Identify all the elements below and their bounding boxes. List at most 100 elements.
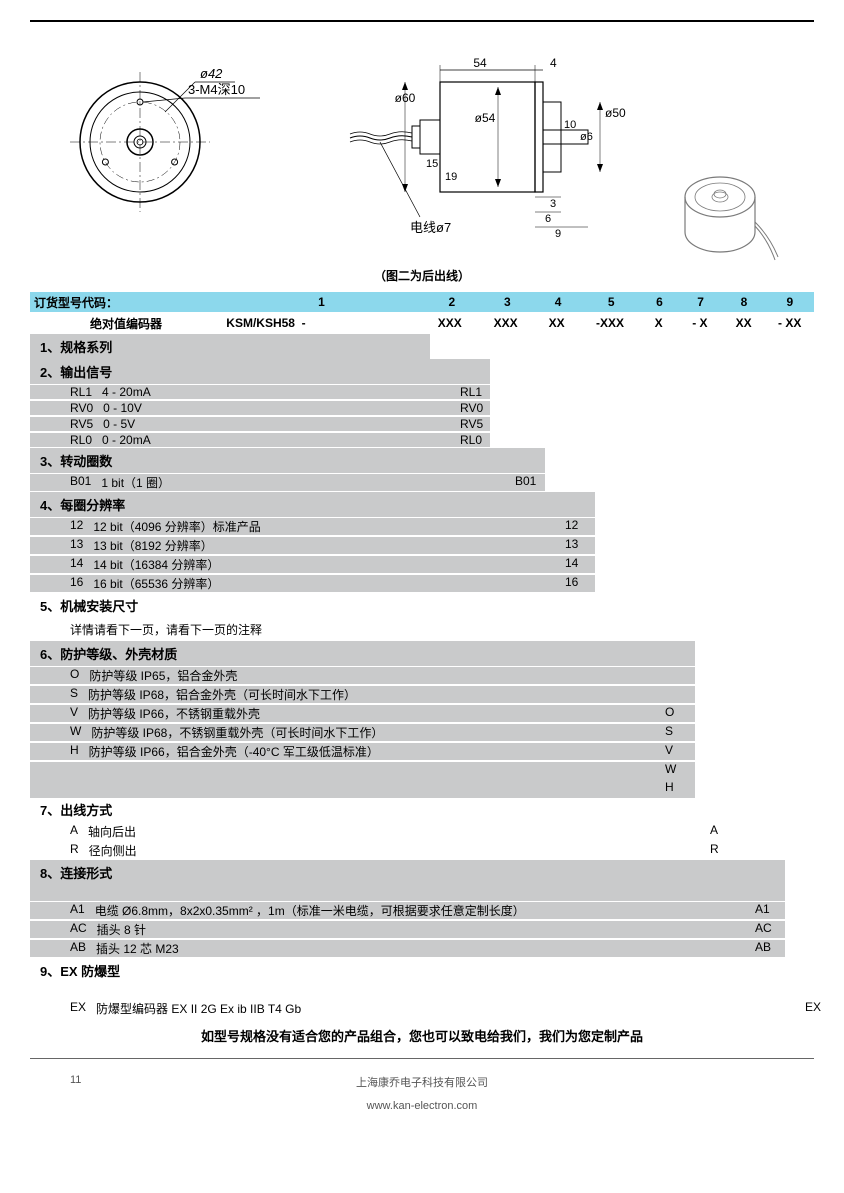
- option-row: 1313 bit（8192 分辨率）13: [30, 536, 814, 555]
- section-title: 2、输出信号: [30, 359, 490, 384]
- hdr-7: 7: [679, 295, 722, 309]
- option-row: A1电缆 Ø6.8mm，8x2x0.35mm² ，1m（标准一米电缆，可根据要求…: [30, 901, 814, 920]
- option-code: V: [30, 705, 78, 722]
- section-2: 2、输出信号RL14 - 20mARL1RV00 - 10VRV0RV50 - …: [30, 359, 814, 448]
- section-title: 3、转动圈数: [30, 448, 545, 473]
- company-name: 上海康乔电子科技有限公司: [30, 1074, 814, 1090]
- option-row: 1212 bit（4096 分辨率）标准产品12: [30, 517, 814, 536]
- option-row: R径向侧出R: [30, 841, 814, 860]
- option-desc: 轴向后出: [78, 823, 740, 840]
- hdr-1: 1: [220, 295, 423, 309]
- option-desc: 插头 8 针: [87, 921, 785, 938]
- option-val: A1: [755, 902, 770, 916]
- pat-5: -XXX: [581, 316, 639, 330]
- option-desc: 防护等级 IP68，不锈钢重载外壳（可长时间水下工作）: [81, 724, 695, 741]
- svg-text:15: 15: [426, 158, 438, 170]
- encoder-label: 绝对值编码器: [30, 315, 216, 332]
- svg-text:ø54: ø54: [475, 111, 496, 125]
- option-desc: 防护等级 IP68，铝合金外壳（可长时间水下工作）: [78, 686, 695, 703]
- option-row: AB插头 12 芯 M23AB: [30, 939, 814, 958]
- svg-text:ø42: ø42: [200, 66, 223, 81]
- option-val: V: [665, 743, 673, 757]
- option-desc: 防爆型编码器 EX II 2G Ex ib IIB T4 Gb: [86, 1000, 814, 1017]
- pat-7: - X: [678, 316, 722, 330]
- option-code: A1: [30, 902, 85, 919]
- option-code: A: [30, 823, 78, 840]
- option-desc: 插头 12 芯 M23: [86, 940, 785, 957]
- option-desc: 电缆 Ø6.8mm，8x2x0.35mm² ，1m（标准一米电缆，可根据要求任意…: [85, 902, 785, 919]
- option-code: RV5: [30, 417, 93, 431]
- section-5: 5、机械安装尺寸详情请看下一页，请看下一页的注释: [30, 593, 814, 641]
- option-row: RV00 - 10VRV0: [30, 400, 814, 416]
- pat-9: - XX: [765, 316, 814, 330]
- option-val: 12: [565, 518, 578, 532]
- svg-text:3: 3: [550, 198, 556, 210]
- option-val: 14: [565, 556, 578, 570]
- section-note: 详情请看下一页，请看下一页的注释: [30, 618, 814, 641]
- hdr-3: 3: [481, 295, 534, 309]
- option-desc: 径向侧出: [79, 842, 740, 859]
- option-row: O防护等级 IP65，铝合金外壳: [30, 666, 814, 685]
- model-code: KSM/KSH58: [226, 316, 295, 330]
- bottom-rule: [30, 1058, 814, 1059]
- option-desc: 16 bit（65536 分辨率）: [83, 575, 595, 592]
- option-row: RV50 - 5VRV5: [30, 416, 814, 432]
- section-6: 6、防护等级、外壳材质O防护等级 IP65，铝合金外壳S防护等级 IP68，铝合…: [30, 641, 814, 797]
- option-row: A轴向后出A: [30, 822, 814, 841]
- option-code: 13: [30, 537, 83, 554]
- option-val: RV5: [460, 417, 483, 431]
- pat-3: XXX: [479, 316, 532, 330]
- section-8: 8、连接形式 A1电缆 Ø6.8mm，8x2x0.35mm² ，1m（标准一米电缆…: [30, 860, 814, 958]
- option-row: 1414 bit（16384 分辨率）14: [30, 555, 814, 574]
- section-title: 9、EX 防爆型: [30, 958, 814, 983]
- svg-text:ø50: ø50: [605, 106, 626, 120]
- option-desc: 14 bit（16384 分辨率）: [83, 556, 595, 573]
- section-7: 7、出线方式A轴向后出AR径向侧出R: [30, 797, 814, 860]
- option-row: B011 bit（1 圈）B01: [30, 473, 814, 492]
- option-code: RV0: [30, 401, 93, 415]
- pat-8: XX: [722, 316, 766, 330]
- pattern-row: 绝对值编码器 KSM/KSH58 - XXX XXX XX -XXX X - X…: [30, 312, 814, 334]
- option-code: 12: [30, 518, 83, 535]
- option-desc: 防护等级 IP66，铝合金外壳（-40°C 军工级低温标准）: [79, 743, 695, 760]
- option-code: AB: [30, 940, 86, 957]
- hdr-2: 2: [423, 295, 481, 309]
- option-val: 16: [565, 575, 578, 589]
- option-row: RL00 - 20mARL0: [30, 432, 814, 448]
- option-desc: 12 bit（4096 分辨率）标准产品: [83, 518, 595, 535]
- section-title: 8、连接形式: [30, 860, 785, 885]
- option-val: RL0: [460, 433, 482, 447]
- section-1: 1、规格系列: [30, 334, 814, 359]
- svg-text:54: 54: [473, 56, 487, 70]
- svg-text:4: 4: [550, 56, 557, 70]
- pat-6: X: [639, 316, 678, 330]
- svg-text:19: 19: [445, 171, 457, 183]
- svg-text:9: 9: [555, 228, 561, 240]
- option-val: RV0: [460, 401, 483, 415]
- section-4: 4、每圈分辨率1212 bit（4096 分辨率）标准产品121313 bit（…: [30, 492, 814, 593]
- hdr-4: 4: [534, 295, 582, 309]
- option-code: 16: [30, 575, 83, 592]
- option-val: 13: [565, 537, 578, 551]
- option-val: A: [710, 823, 718, 837]
- svg-text:3-M4深10: 3-M4深10: [188, 82, 245, 97]
- svg-text:电线ø7: 电线ø7: [410, 220, 451, 235]
- section-9: 9、EX 防爆型 EX防爆型编码器 EX II 2G Ex ib IIB T4 G…: [30, 958, 814, 1018]
- option-desc: 0 - 10V: [93, 401, 490, 415]
- page-number: 11: [70, 1074, 81, 1086]
- website: www.kan-electron.com: [30, 1100, 814, 1112]
- option-val: W: [665, 762, 676, 776]
- option-code: RL1: [30, 385, 92, 399]
- section-title: 4、每圈分辨率: [30, 492, 595, 517]
- option-code: EX: [30, 1000, 86, 1017]
- option-val: S: [665, 724, 673, 738]
- option-code: O: [30, 667, 79, 684]
- technical-diagram: ø42 3-M4深10: [30, 32, 814, 282]
- page-footer-wrap: 11 上海康乔电子科技有限公司 www.kan-electron.com: [30, 1074, 814, 1112]
- header-title: 订货型号代码：: [30, 294, 220, 311]
- option-val: EX: [805, 1000, 821, 1014]
- option-code: B01: [30, 474, 91, 491]
- hdr-9: 9: [766, 295, 814, 309]
- pat-2: XXX: [421, 316, 479, 330]
- option-val: R: [710, 842, 719, 856]
